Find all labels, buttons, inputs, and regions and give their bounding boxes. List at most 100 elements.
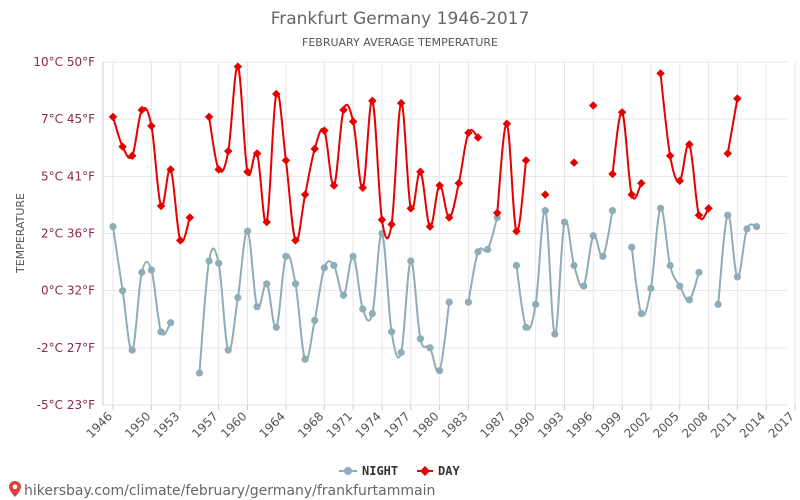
day-point[interactable] bbox=[108, 112, 118, 122]
night-point[interactable] bbox=[253, 303, 261, 311]
night-point[interactable] bbox=[647, 284, 655, 292]
night-point[interactable] bbox=[676, 282, 684, 290]
night-point[interactable] bbox=[157, 328, 165, 336]
night-point[interactable] bbox=[234, 293, 242, 302]
day-point[interactable] bbox=[406, 204, 416, 213]
night-point[interactable] bbox=[464, 298, 473, 306]
day-point[interactable] bbox=[656, 69, 665, 78]
night-point[interactable] bbox=[493, 213, 501, 222]
night-point[interactable] bbox=[608, 207, 617, 215]
day-point[interactable] bbox=[291, 236, 300, 245]
day-point[interactable] bbox=[435, 181, 444, 190]
day-point[interactable] bbox=[675, 176, 684, 186]
night-point[interactable] bbox=[733, 273, 741, 281]
night-point[interactable] bbox=[138, 268, 146, 276]
day-point[interactable] bbox=[358, 183, 367, 193]
night-point[interactable] bbox=[474, 248, 482, 256]
day-point[interactable] bbox=[281, 156, 291, 165]
day-point[interactable] bbox=[118, 142, 127, 151]
day-point[interactable] bbox=[156, 201, 166, 211]
night-point[interactable] bbox=[167, 319, 175, 327]
night-point[interactable] bbox=[128, 346, 136, 354]
night-point[interactable] bbox=[397, 348, 405, 357]
night-point[interactable] bbox=[119, 287, 127, 295]
night-point[interactable] bbox=[301, 355, 309, 363]
night-point[interactable] bbox=[282, 252, 290, 260]
day-point[interactable] bbox=[147, 121, 156, 131]
day-point[interactable] bbox=[320, 126, 329, 135]
night-point[interactable] bbox=[512, 261, 521, 270]
day-point[interactable] bbox=[310, 144, 319, 154]
day-point[interactable] bbox=[541, 190, 550, 199]
footer-link[interactable]: hikersbay.com/climate/february/germany/f… bbox=[9, 481, 435, 499]
night-point[interactable] bbox=[330, 261, 338, 270]
night-point[interactable] bbox=[724, 211, 732, 219]
day-point[interactable] bbox=[127, 151, 137, 160]
day-point[interactable] bbox=[464, 128, 473, 138]
day-point[interactable] bbox=[204, 112, 214, 122]
legend-item-night[interactable]: NIGHT bbox=[339, 464, 398, 478]
night-point[interactable] bbox=[685, 296, 693, 304]
night-point[interactable] bbox=[522, 323, 530, 331]
day-point[interactable] bbox=[733, 94, 742, 103]
night-point[interactable] bbox=[272, 323, 280, 331]
day-point[interactable] bbox=[617, 108, 627, 117]
day-point[interactable] bbox=[175, 236, 185, 245]
night-point[interactable] bbox=[628, 243, 636, 251]
day-point[interactable] bbox=[272, 89, 281, 99]
night-point[interactable] bbox=[215, 259, 223, 267]
day-point[interactable] bbox=[665, 151, 675, 160]
night-point[interactable] bbox=[263, 280, 271, 288]
day-point[interactable] bbox=[416, 167, 425, 177]
day-point[interactable] bbox=[502, 119, 512, 128]
day-point[interactable] bbox=[329, 181, 339, 190]
night-point[interactable] bbox=[320, 264, 328, 272]
day-point[interactable] bbox=[492, 208, 502, 218]
night-point[interactable] bbox=[551, 330, 559, 338]
day-point[interactable] bbox=[166, 165, 175, 174]
day-point[interactable] bbox=[608, 169, 617, 179]
night-point[interactable] bbox=[407, 257, 415, 265]
day-point[interactable] bbox=[262, 217, 271, 227]
day-point[interactable] bbox=[589, 101, 598, 110]
night-point[interactable] bbox=[435, 367, 444, 375]
day-point[interactable] bbox=[387, 220, 396, 229]
day-point[interactable] bbox=[425, 222, 435, 231]
night-point[interactable] bbox=[599, 252, 607, 260]
day-point[interactable] bbox=[723, 149, 733, 158]
day-point[interactable] bbox=[704, 204, 713, 213]
night-point[interactable] bbox=[484, 245, 492, 254]
night-point[interactable] bbox=[666, 261, 674, 270]
night-point[interactable] bbox=[752, 223, 761, 231]
day-point[interactable] bbox=[252, 149, 262, 158]
night-point[interactable] bbox=[532, 300, 540, 308]
day-point[interactable] bbox=[243, 167, 252, 177]
night-point[interactable] bbox=[387, 328, 396, 336]
night-point[interactable] bbox=[195, 369, 204, 377]
day-point[interactable] bbox=[569, 158, 579, 167]
night-point[interactable] bbox=[368, 309, 376, 318]
night-point[interactable] bbox=[426, 344, 434, 352]
night-point[interactable] bbox=[743, 225, 751, 233]
day-point[interactable] bbox=[454, 178, 464, 188]
day-point[interactable] bbox=[473, 133, 483, 142]
day-point[interactable] bbox=[214, 165, 223, 174]
night-point[interactable] bbox=[109, 223, 117, 231]
day-point[interactable] bbox=[348, 117, 358, 126]
night-point[interactable] bbox=[339, 291, 348, 299]
day-point[interactable] bbox=[339, 105, 348, 115]
day-point[interactable] bbox=[396, 98, 406, 108]
night-point[interactable] bbox=[570, 261, 578, 270]
day-point[interactable] bbox=[377, 215, 387, 225]
day-point[interactable] bbox=[444, 213, 454, 222]
night-point[interactable] bbox=[560, 218, 569, 226]
day-point[interactable] bbox=[233, 62, 243, 71]
night-point[interactable] bbox=[205, 257, 213, 265]
night-point[interactable] bbox=[695, 268, 703, 276]
night-point[interactable] bbox=[541, 207, 549, 215]
day-point[interactable] bbox=[300, 190, 310, 199]
day-point[interactable] bbox=[521, 156, 531, 165]
day-point[interactable] bbox=[137, 105, 147, 115]
day-point[interactable] bbox=[368, 96, 377, 106]
day-point[interactable] bbox=[224, 146, 233, 156]
